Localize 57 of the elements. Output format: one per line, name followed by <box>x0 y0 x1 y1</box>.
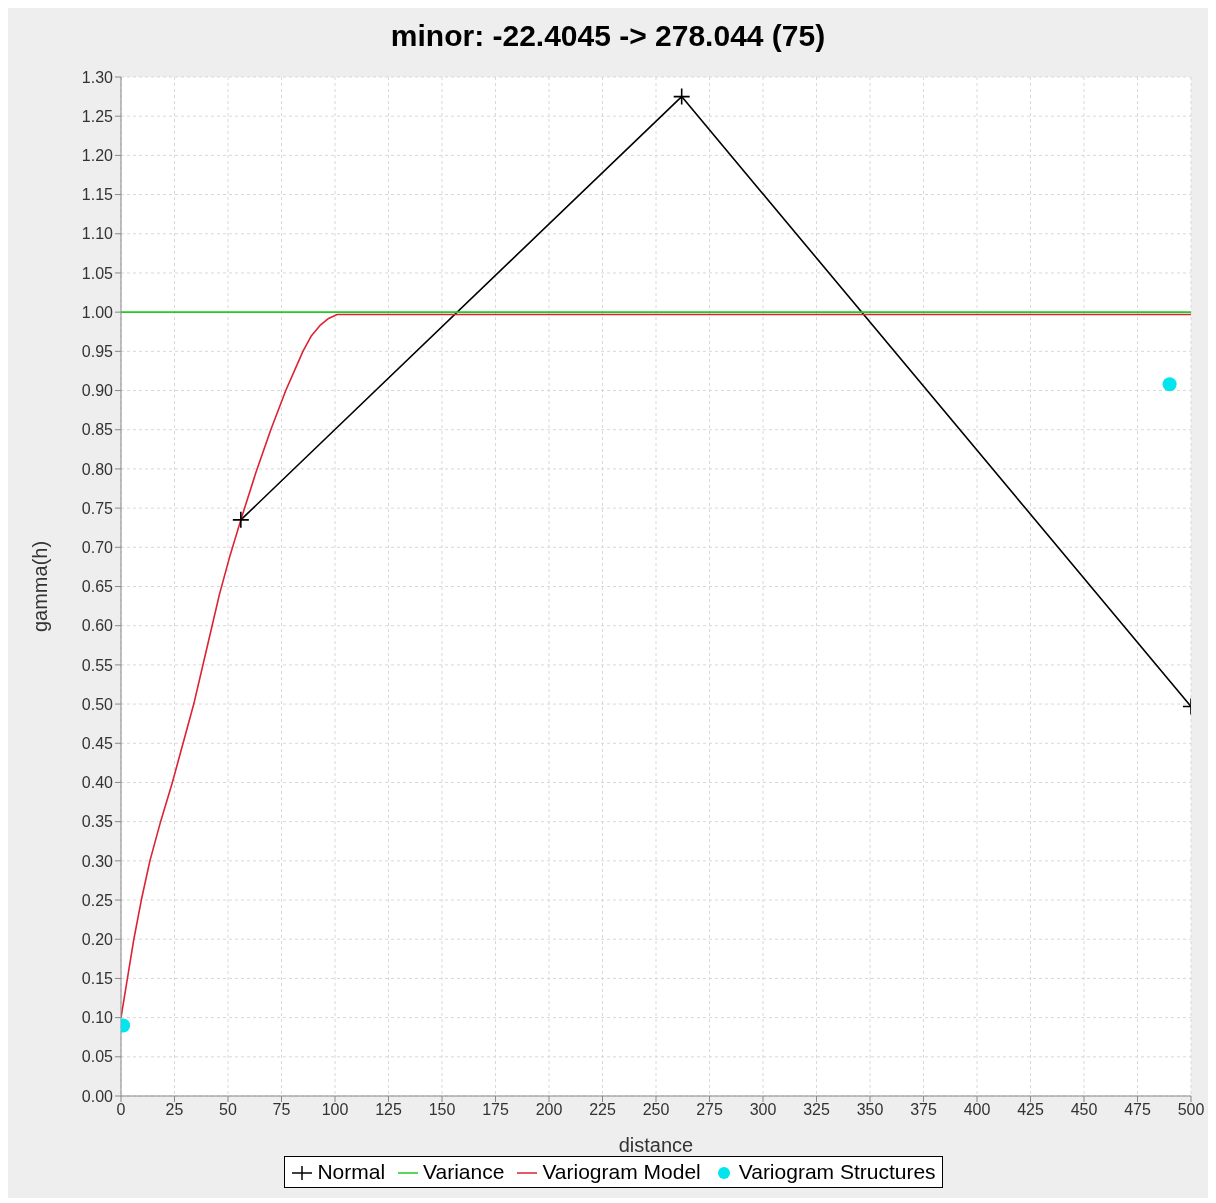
x-tick-label: 325 <box>803 1101 830 1119</box>
y-tick-label: 0.80 <box>81 460 114 478</box>
x-tick-label: 500 <box>1177 1101 1205 1119</box>
x-tick-label: 175 <box>482 1101 509 1119</box>
legend-label: Variance <box>422 1160 505 1184</box>
y-tick-label: 0.40 <box>81 774 114 792</box>
y-tick-label: 0.65 <box>81 578 114 596</box>
x-axis-title: distance <box>618 1134 694 1156</box>
x-tick-label: 450 <box>1070 1101 1098 1119</box>
x-tick-label: 250 <box>642 1101 670 1119</box>
y-tick-label: 0.45 <box>81 734 114 752</box>
x-tick-label: 50 <box>219 1101 237 1119</box>
x-tick-label: 300 <box>749 1101 777 1119</box>
y-tick-label: 0.95 <box>81 343 114 361</box>
y-tick-label: 0.20 <box>81 930 114 948</box>
x-tick-label: 75 <box>272 1101 291 1119</box>
x-tick-label: 225 <box>589 1101 616 1119</box>
y-tick-label: 1.30 <box>81 68 114 86</box>
x-tick-label: 200 <box>535 1101 563 1119</box>
x-tick-label: 125 <box>375 1101 402 1119</box>
y-tick-label: 1.25 <box>81 107 114 125</box>
y-tick-label: 0.00 <box>81 1087 114 1105</box>
y-tick-label: 1.00 <box>81 303 114 321</box>
y-tick-label: 0.50 <box>81 695 114 713</box>
y-tick-label: 1.10 <box>81 225 114 243</box>
legend-label: Normal <box>316 1160 386 1184</box>
y-tick-label: 0.60 <box>81 617 114 635</box>
point <box>232 511 250 529</box>
x-tick-label: 425 <box>1017 1101 1044 1119</box>
x-tick-label: 150 <box>428 1101 456 1119</box>
y-tick-label: 0.35 <box>81 813 114 831</box>
chart-title: minor: -22.4045 -> 278.044 (75) <box>389 18 827 54</box>
y-tick-label: 0.10 <box>81 1009 114 1027</box>
y-tick-label: 0.70 <box>81 538 114 556</box>
y-tick-label: 1.20 <box>81 147 114 165</box>
x-tick-label: 350 <box>856 1101 884 1119</box>
x-tick-label: 375 <box>910 1101 937 1119</box>
y-tick-label: 0.55 <box>81 656 114 674</box>
x-tick-label: 25 <box>165 1101 184 1119</box>
legend-label: Variogram Structures <box>737 1160 936 1184</box>
y-tick-label: 0.85 <box>81 421 114 439</box>
point <box>672 87 691 106</box>
y-tick-label: 0.25 <box>81 891 114 909</box>
y-tick-label: 0.30 <box>81 852 114 870</box>
y-tick-label: 0.05 <box>81 1048 114 1066</box>
x-tick-label: 100 <box>321 1101 349 1119</box>
y-tick-label: 1.05 <box>81 264 114 282</box>
x-tick-label: 275 <box>696 1101 723 1119</box>
x-tick-label: 475 <box>1124 1101 1151 1119</box>
x-tick-label: 0 <box>116 1101 126 1119</box>
x-tick-label: 400 <box>963 1101 991 1119</box>
y-tick-label: 1.15 <box>81 186 114 204</box>
y-tick-label: 0.75 <box>81 499 114 517</box>
legend-label: Variogram Model <box>541 1160 701 1184</box>
y-tick-label: 0.15 <box>81 970 114 988</box>
y-tick-label: 0.90 <box>81 382 114 400</box>
y-axis-title: gamma(h) <box>29 540 52 633</box>
